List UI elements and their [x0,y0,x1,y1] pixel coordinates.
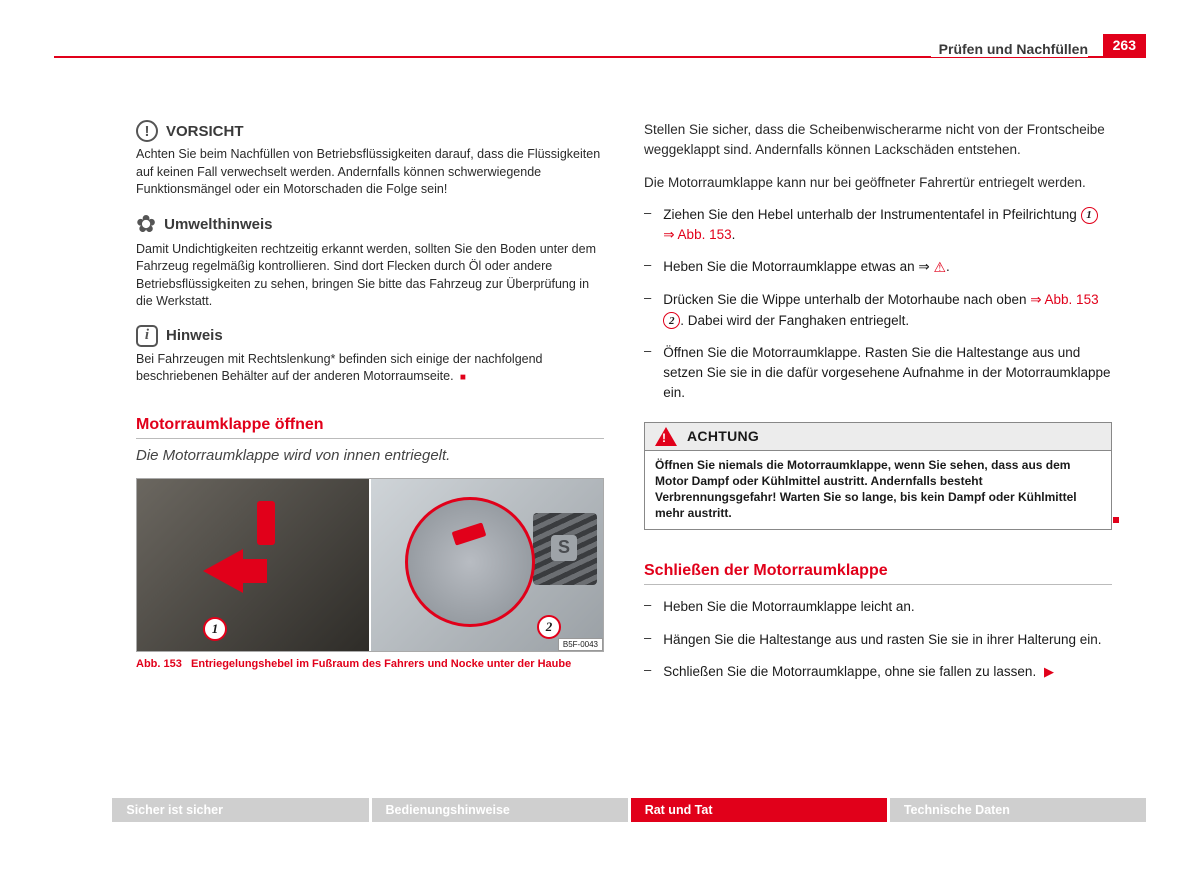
close-step-2-text: Hängen Sie die Haltestange aus und raste… [663,630,1112,650]
hinweis-body: Bei Fahrzeugen mit Rechtslenkung* befind… [136,351,604,386]
warning-title: ACHTUNG [687,428,759,444]
hinweis-title: Hinweis [166,327,223,344]
close-step-3-a: Schließen Sie die Motorraumklappe, ohne … [663,664,1036,679]
caption-prefix: Abb. 153 [136,658,182,670]
tab-spacer [54,798,109,822]
close-step-2: – Hängen Sie die Haltestange aus und ras… [644,630,1112,650]
end-marker-icon: ■ [457,372,466,383]
continue-arrow-icon: ▶ [1044,664,1054,679]
caution-icon: ! [136,120,158,142]
inline-callout-1: 1 [1081,207,1098,224]
step-1-a: Ziehen Sie den Hebel unterhalb der Instr… [663,207,1080,222]
environment-icon: ✿ [136,213,156,237]
dash-icon: – [644,257,651,278]
header-strip: Prüfen und Nachfüllen 263 [54,56,1146,58]
dash-icon: – [644,597,651,617]
step-4-text: Öffnen Sie die Motorraumklappe. Rasten S… [663,343,1112,404]
warning-triangle-icon: ⚠ [933,259,946,275]
vorsicht-title: VORSICHT [166,123,244,140]
close-step-3-text: Schließen Sie die Motorraumklappe, ohne … [663,662,1112,682]
step-3: – Drücken Sie die Wippe unterhalb der Mo… [644,290,1112,331]
magnifier-circle [405,497,535,627]
tab-sicher[interactable]: Sicher ist sicher [112,798,368,822]
ref-abb-153-2[interactable]: ⇒ Abb. 153 [1030,292,1098,307]
umwelt-heading: ✿ Umwelthinweis [136,213,604,237]
step-3-text: Drücken Sie die Wippe unterhalb der Moto… [663,290,1112,331]
right-intro-1: Stellen Sie sicher, dass die Scheibenwis… [644,120,1112,161]
inline-callout-2: 2 [663,312,680,329]
caption-text: Entriegelungshebel im Fußraum des Fahrer… [191,658,571,670]
vorsicht-heading: ! VORSICHT [136,120,604,142]
figure-153: 1 S 2 B5F-0043 [136,478,604,652]
warning-body: Öffnen Sie niemals die Motorraumklappe, … [645,451,1111,530]
figure-153-right: S 2 B5F-0043 [371,479,603,651]
step-1: – Ziehen Sie den Hebel unterhalb der Ins… [644,205,1112,246]
header-section-title: Prüfen und Nachfüllen [931,41,1088,57]
close-step-1-text: Heben Sie die Motorraumklappe leicht an. [663,597,1112,617]
callout-1: 1 [203,617,227,641]
step-2: – Heben Sie die Motorraumklappe etwas an… [644,257,1112,278]
warning-box: ACHTUNG Öffnen Sie niemals die Motorraum… [644,422,1112,531]
section-heading-close-bonnet: Schließen der Motorraumklappe [644,562,1112,585]
tab-rat-und-tat[interactable]: Rat und Tat [631,798,887,822]
step-4: – Öffnen Sie die Motorraumklappe. Rasten… [644,343,1112,404]
dash-icon: – [644,630,651,650]
step-1-text: Ziehen Sie den Hebel unterhalb der Instr… [663,205,1112,246]
close-step-1: – Heben Sie die Motorraumklappe leicht a… [644,597,1112,617]
end-marker-icon [1113,517,1119,523]
figure-code: B5F-0043 [558,638,603,651]
tab-technische[interactable]: Technische Daten [890,798,1146,822]
callout-2: 2 [537,615,561,639]
dash-icon: – [644,205,651,246]
vorsicht-body: Achten Sie beim Nachfüllen von Betriebsf… [136,146,604,199]
warning-text: Öffnen Sie niemals die Motorraumklappe, … [655,458,1077,521]
step-3-a: Drücken Sie die Wippe unterhalb der Moto… [663,292,1030,307]
umwelt-title: Umwelthinweis [164,216,272,233]
dash-icon: – [644,343,651,404]
info-icon: i [136,325,158,347]
figure-153-left: 1 [137,479,371,651]
dash-icon: – [644,662,651,682]
section-heading-open-bonnet: Motorraumklappe öffnen [136,416,604,439]
bonnet-release-lever [257,501,275,545]
content-columns: ! VORSICHT Achten Sie beim Nachfüllen vo… [136,120,1112,682]
warning-header: ACHTUNG [645,423,1111,451]
warning-triangle-icon [655,427,677,446]
figure-caption: Abb. 153 Entriegelungshebel im Fußraum d… [136,658,604,670]
tab-bedienung[interactable]: Bedienungshinweise [372,798,628,822]
hinweis-text: Bei Fahrzeugen mit Rechtslenkung* befind… [136,352,543,384]
right-column: Stellen Sie sicher, dass die Scheibenwis… [644,120,1112,682]
page-number: 263 [1103,34,1146,56]
step-2-a: Heben Sie die Motorraumklappe etwas an ⇒ [663,259,933,274]
hinweis-heading: i Hinweis [136,325,604,347]
dash-icon: – [644,290,651,331]
direction-arrow-icon [203,549,243,593]
umwelt-body: Damit Undichtigkeiten rechtzeitig erkann… [136,241,604,311]
right-intro-2: Die Motorraumklappe kann nur bei geöffne… [644,173,1112,193]
footer-tabs: Sicher ist sicher Bedienungshinweise Rat… [54,798,1146,822]
left-column: ! VORSICHT Achten Sie beim Nachfüllen vo… [136,120,604,682]
section-subtitle: Die Motorraumklappe wird von innen entri… [136,447,604,464]
step-3-b: . Dabei wird der Fanghaken entriegelt. [680,313,909,328]
close-step-3: – Schließen Sie die Motorraumklappe, ohn… [644,662,1112,682]
brand-logo: S [551,535,577,561]
step-2-text: Heben Sie die Motorraumklappe etwas an ⇒… [663,257,1112,278]
ref-abb-153-1[interactable]: ⇒ Abb. 153 [663,227,731,242]
